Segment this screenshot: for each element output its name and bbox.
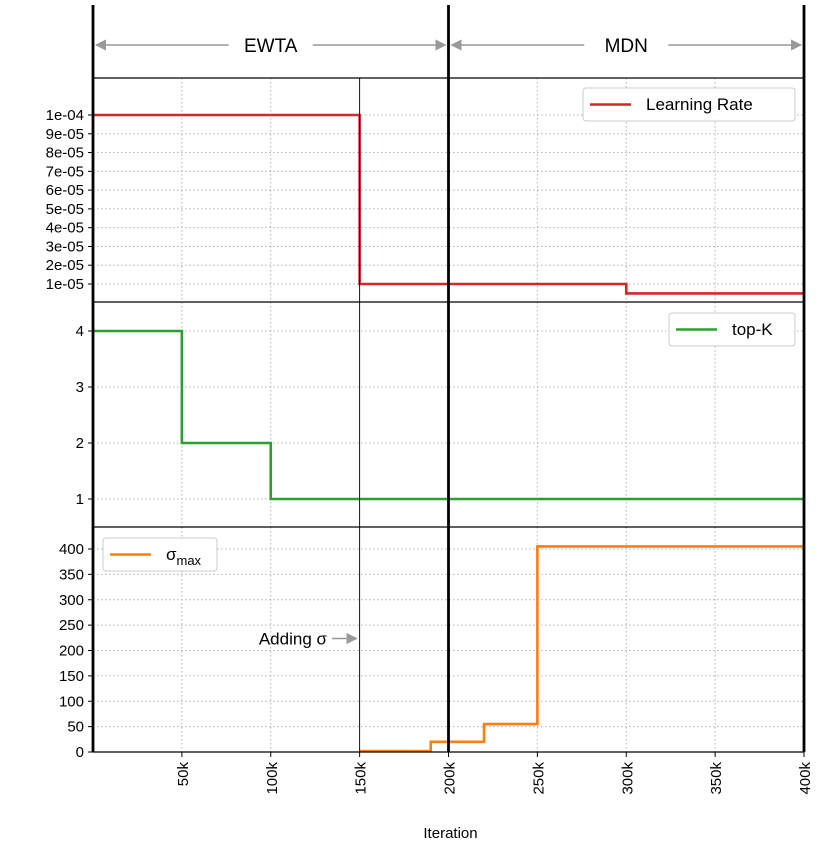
- x-tick-label: 300k: [619, 762, 636, 795]
- y-tick-label: 8e-05: [46, 145, 84, 162]
- y-tick-label: 9e-05: [46, 126, 84, 143]
- legend-label: Learning Rate: [646, 95, 753, 114]
- x-tick-label: 200k: [442, 762, 459, 795]
- y-tick-label: 350: [59, 566, 84, 583]
- y-tick-label: 300: [59, 592, 84, 609]
- y-tick-label: 250: [59, 617, 84, 634]
- legend-label: σmax: [166, 545, 202, 568]
- legend-label-sub: max: [177, 553, 202, 568]
- y-tick-label: 200: [59, 643, 84, 660]
- series-line-learning-rate: [93, 113, 804, 295]
- y-tick-label: 1e-05: [46, 276, 84, 293]
- y-tick-label: 150: [59, 668, 84, 685]
- y-tick-label: 2: [76, 435, 84, 452]
- y-tick-label: 100: [59, 693, 84, 710]
- legend-label: top-K: [732, 320, 773, 339]
- phase-label: MDN: [605, 36, 648, 57]
- y-tick-label: 0: [76, 744, 84, 761]
- y-tick-label: 3e-05: [46, 238, 84, 255]
- y-tick-label: 5e-05: [46, 201, 84, 218]
- legend-box: [668, 312, 796, 347]
- y-tick-label: 50: [67, 719, 84, 736]
- x-tick-label: 250k: [530, 762, 547, 795]
- series-line-sigma-max: [359, 545, 804, 753]
- x-tick-label: 400k: [797, 762, 814, 795]
- x-tick-label: 100k: [264, 762, 281, 795]
- y-tick-label: 3: [76, 379, 84, 396]
- y-tick-label: 1: [76, 491, 84, 508]
- y-tick-label: 4: [76, 323, 84, 340]
- annotation-adding-sigma: Adding σ: [259, 630, 328, 649]
- y-tick-label: 400: [59, 541, 84, 558]
- y-tick-label: 7e-05: [46, 163, 84, 180]
- x-tick-label: 350k: [708, 762, 725, 795]
- x-axis-label: Iteration: [423, 825, 477, 842]
- y-tick-label: 4e-05: [46, 220, 84, 237]
- legend-label-base: σ: [166, 545, 177, 564]
- y-tick-label: 1e-04: [46, 107, 84, 124]
- x-tick-label: 50k: [175, 762, 192, 787]
- y-tick-label: 6e-05: [46, 182, 84, 199]
- legend-box: [582, 87, 796, 122]
- legend-box: [102, 537, 218, 572]
- phase-label: EWTA: [244, 36, 298, 57]
- x-tick-label: 150k: [353, 762, 370, 795]
- y-tick-label: 2e-05: [46, 257, 84, 274]
